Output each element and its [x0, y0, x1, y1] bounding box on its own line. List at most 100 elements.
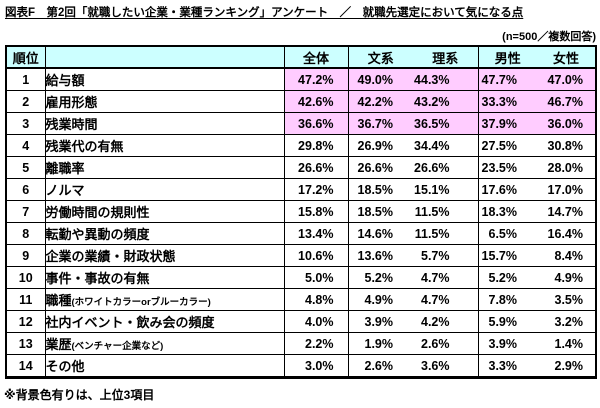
- rank-cell: 4: [6, 134, 46, 157]
- item-cell: 残業時間: [45, 112, 285, 135]
- dansei-value-cell: 5.2%: [478, 266, 537, 289]
- bunkei-value-cell: 2.6%: [348, 354, 413, 378]
- dansei-value-cell: 47.7%: [478, 68, 537, 91]
- bunkei-value-cell: 26.9%: [348, 134, 413, 157]
- item-cell: その他: [45, 354, 285, 378]
- rank-cell: 13: [6, 332, 46, 355]
- zentai-value-cell: 29.8%: [284, 134, 349, 157]
- table-row: 11 職種(ホワイトカラーorブルーカラー) 4.8% 4.9% 4.7% 7.…: [6, 288, 596, 311]
- rank-cell: 8: [6, 222, 46, 245]
- table-row: 12 社内イベント・飲み会の頻度 4.0% 3.9% 4.2% 5.9% 3.2…: [6, 310, 596, 333]
- rikei-value-cell: 4.2%: [413, 310, 479, 333]
- rikei-value-cell: 11.5%: [413, 222, 479, 245]
- table-row: 4 残業代の有無 29.8% 26.9% 34.4% 27.5% 30.8%: [6, 134, 596, 157]
- table-row: 7 労働時間の規則性 15.8% 18.5% 11.5% 18.3% 14.7%: [6, 200, 596, 223]
- bunkei-value-cell: 13.6%: [348, 244, 413, 267]
- zentai-value-cell: 10.6%: [284, 244, 349, 267]
- rikei-value-cell: 43.2%: [413, 90, 479, 113]
- item-label: 職種: [45, 293, 72, 308]
- zentai-value-cell: 26.6%: [284, 156, 349, 179]
- bunkei-value-cell: 42.2%: [348, 90, 413, 113]
- table-row: 10 事件・事故の有無 5.0% 5.2% 4.7% 5.2% 4.9%: [6, 266, 596, 289]
- rank-cell: 6: [6, 178, 46, 201]
- dansei-value-cell: 27.5%: [478, 134, 537, 157]
- bunkei-value-cell: 3.9%: [348, 310, 413, 333]
- zentai-value-cell: 36.6%: [284, 112, 349, 135]
- item-label: ノルマ: [45, 183, 85, 198]
- dansei-value-cell: 15.7%: [478, 244, 537, 267]
- josei-value-cell: 14.7%: [537, 200, 596, 223]
- rikei-value-cell: 11.5%: [413, 200, 479, 223]
- rank-cell: 2: [6, 90, 46, 113]
- rikei-value-cell: 4.7%: [413, 288, 479, 311]
- table-row: 8 転勤や異動の頻度 13.4% 14.6% 11.5% 6.5% 16.4%: [6, 222, 596, 245]
- rikei-value-cell: 2.6%: [413, 332, 479, 355]
- josei-value-cell: 47.0%: [537, 68, 596, 91]
- josei-value-cell: 28.0%: [537, 156, 596, 179]
- item-cell: 残業代の有無: [45, 134, 285, 157]
- josei-value-cell: 1.4%: [537, 332, 596, 355]
- ranking-table: 順位 全体 文系 理系 男性 女性 1 給与額 47.2% 49.0% 44.3…: [5, 45, 597, 379]
- rank-cell: 10: [6, 266, 46, 289]
- table-row: 14 その他 3.0% 2.6% 3.6% 3.3% 2.9%: [6, 354, 596, 378]
- item-cell: 社内イベント・飲み会の頻度: [45, 310, 285, 333]
- zentai-value-cell: 17.2%: [284, 178, 349, 201]
- dansei-value-cell: 17.6%: [478, 178, 537, 201]
- rikei-value-cell: 4.7%: [413, 266, 479, 289]
- item-cell: 事件・事故の有無: [45, 266, 285, 289]
- item-cell: 労働時間の規則性: [45, 200, 285, 223]
- josei-value-cell: 4.9%: [537, 266, 596, 289]
- item-label: 雇用形態: [45, 95, 98, 110]
- zentai-value-cell: 4.0%: [284, 310, 349, 333]
- zentai-value-cell: 5.0%: [284, 266, 349, 289]
- sample-size-note: (n=500／複数回答): [502, 31, 596, 43]
- zentai-value-cell: 2.2%: [284, 332, 349, 355]
- bunkei-value-cell: 49.0%: [348, 68, 413, 91]
- dansei-value-cell: 37.9%: [478, 112, 537, 135]
- table-row: 9 企業の業績・財政状態 10.6% 13.6% 5.7% 15.7% 8.4%: [6, 244, 596, 267]
- bunkei-value-cell: 1.9%: [348, 332, 413, 355]
- rikei-value-cell: 15.1%: [413, 178, 479, 201]
- item-label: 事件・事故の有無: [45, 271, 150, 286]
- header-josei: 女性: [537, 46, 596, 69]
- josei-value-cell: 46.7%: [537, 90, 596, 113]
- bunkei-value-cell: 36.7%: [348, 112, 413, 135]
- item-label: 給与額: [45, 73, 85, 88]
- rank-cell: 12: [6, 310, 46, 333]
- zentai-value-cell: 4.8%: [284, 288, 349, 311]
- rikei-value-cell: 5.7%: [413, 244, 479, 267]
- header-bunkei: 文系: [348, 46, 413, 69]
- table-row: 5 離職率 26.6% 26.6% 26.6% 23.5% 28.0%: [6, 156, 596, 179]
- dansei-value-cell: 3.3%: [478, 354, 537, 378]
- zentai-value-cell: 3.0%: [284, 354, 349, 378]
- item-label: 社内イベント・飲み会の頻度: [45, 315, 215, 330]
- rikei-value-cell: 3.6%: [413, 354, 479, 378]
- bunkei-value-cell: 18.5%: [348, 178, 413, 201]
- item-label: 労働時間の規則性: [45, 205, 150, 220]
- dansei-value-cell: 5.9%: [478, 310, 537, 333]
- josei-value-cell: 3.5%: [537, 288, 596, 311]
- table-row: 13 業歴(ベンチャー企業など) 2.2% 1.9% 2.6% 3.9% 1.4…: [6, 332, 596, 355]
- dansei-value-cell: 33.3%: [478, 90, 537, 113]
- item-label: 残業時間: [45, 117, 98, 132]
- header-zentai: 全体: [284, 46, 349, 69]
- rank-cell: 9: [6, 244, 46, 267]
- item-cell: 業歴(ベンチャー企業など): [45, 332, 285, 355]
- bunkei-value-cell: 26.6%: [348, 156, 413, 179]
- table-row: 2 雇用形態 42.6% 42.2% 43.2% 33.3% 46.7%: [6, 90, 596, 113]
- item-cell: 転勤や異動の頻度: [45, 222, 285, 245]
- footnote: ※背景色有りは、上位3項目: [4, 388, 155, 402]
- dansei-value-cell: 6.5%: [478, 222, 537, 245]
- table-row: 3 残業時間 36.6% 36.7% 36.5% 37.9% 36.0%: [6, 112, 596, 135]
- item-label: その他: [45, 359, 85, 374]
- rikei-value-cell: 34.4%: [413, 134, 479, 157]
- bunkei-value-cell: 5.2%: [348, 266, 413, 289]
- josei-value-cell: 36.0%: [537, 112, 596, 135]
- bunkei-value-cell: 18.5%: [348, 200, 413, 223]
- header-rank: 順位: [6, 46, 46, 69]
- item-cell: 企業の業績・財政状態: [45, 244, 285, 267]
- header-rikei: 理系: [413, 46, 479, 69]
- zentai-value-cell: 13.4%: [284, 222, 349, 245]
- bunkei-value-cell: 14.6%: [348, 222, 413, 245]
- josei-value-cell: 16.4%: [537, 222, 596, 245]
